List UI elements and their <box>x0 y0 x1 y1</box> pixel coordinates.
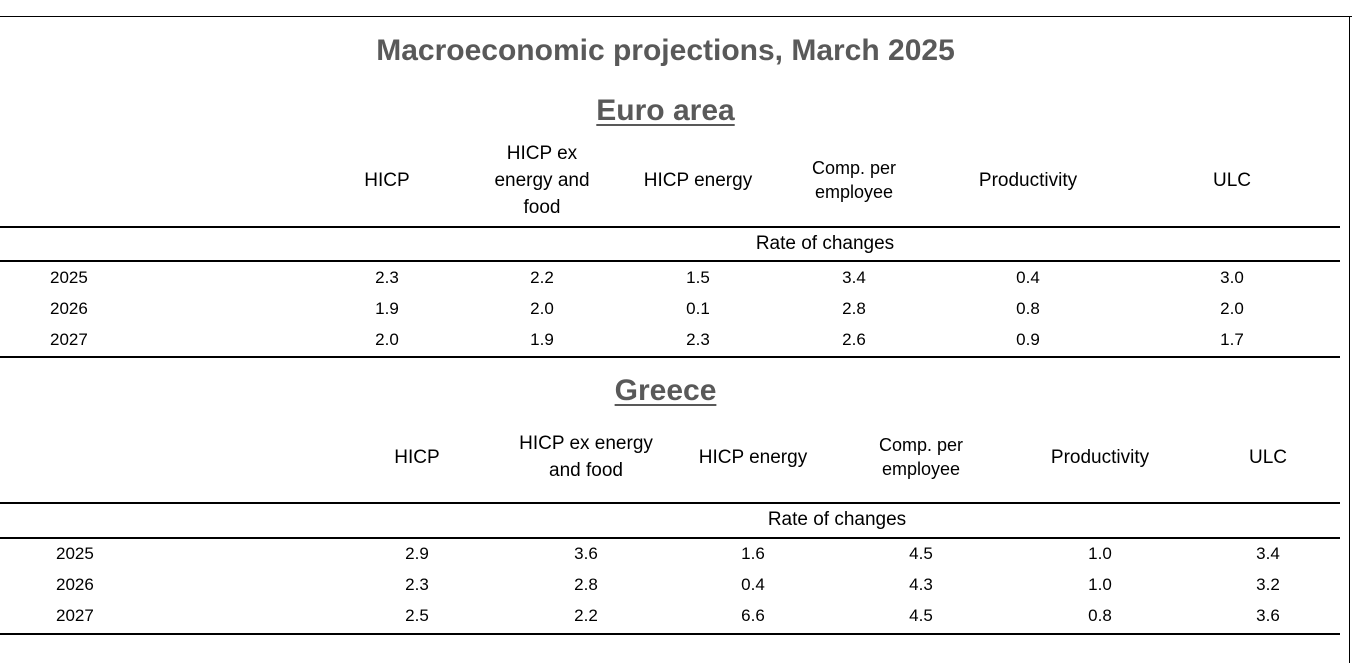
greece-heading: Greece <box>614 374 717 407</box>
column-header: Comp. per employee <box>811 158 897 202</box>
table-cell: 3.4 <box>842 268 866 287</box>
column-header: Productivity <box>1050 446 1150 468</box>
table-cell: 1.9 <box>530 330 554 349</box>
column-header: ULC <box>1248 446 1288 468</box>
table-cell: 2.0 <box>375 330 399 349</box>
table-cell: 2.8 <box>574 575 598 594</box>
table-cell: 1.9 <box>375 299 399 318</box>
table-cell: 3.6 <box>1256 606 1280 625</box>
table-cell: 2.0 <box>530 299 554 318</box>
table-cell: 3.0 <box>1220 268 1244 287</box>
table-cell: 0.4 <box>1016 268 1040 287</box>
header-rule <box>0 226 1340 228</box>
table-cell: 2.6 <box>842 330 866 349</box>
table-cell: 2.3 <box>686 330 710 349</box>
table-cell: 6.6 <box>741 606 765 625</box>
column-header: HICP ex energy and food <box>494 142 590 218</box>
table-cell: 2.3 <box>405 575 429 594</box>
column-header: HICP energy <box>698 446 808 468</box>
subheader-rule <box>0 537 1340 539</box>
row-year: 2025 <box>56 544 94 563</box>
table-cell: 1.6 <box>741 544 765 563</box>
table-cell: 2.8 <box>842 299 866 318</box>
table-cell: 3.2 <box>1256 575 1280 594</box>
table-cell: 0.8 <box>1016 299 1040 318</box>
table-cell: 0.4 <box>741 575 765 594</box>
bottom-rule <box>0 633 1340 635</box>
table-cell: 3.6 <box>574 544 598 563</box>
row-year: 2025 <box>50 268 88 287</box>
table-cell: 2.2 <box>530 268 554 287</box>
bottom-rule <box>0 356 1340 358</box>
table-cell: 2.3 <box>375 268 399 287</box>
table-cell: 1.0 <box>1088 544 1112 563</box>
frame-right-border <box>1349 16 1350 663</box>
table-cell: 1.0 <box>1088 575 1112 594</box>
table-cell: 4.5 <box>909 606 933 625</box>
subheader-rule <box>0 260 1340 262</box>
column-header: ULC <box>1212 169 1252 191</box>
row-year: 2026 <box>56 575 94 594</box>
euro-area-heading: Euro area <box>596 94 735 127</box>
frame-top-border <box>0 16 1352 17</box>
table-cell: 4.3 <box>909 575 933 594</box>
table-cell: 0.8 <box>1088 606 1112 625</box>
column-header: Productivity <box>978 169 1078 191</box>
table-cell: 4.5 <box>909 544 933 563</box>
column-header: Comp. per employee <box>878 435 964 479</box>
rate-of-changes-label: Rate of changes <box>767 509 907 530</box>
table-cell: 2.2 <box>574 606 598 625</box>
rate-of-changes-label: Rate of changes <box>755 233 895 254</box>
row-year: 2027 <box>56 606 94 625</box>
table-cell: 2.5 <box>405 606 429 625</box>
row-year: 2027 <box>50 330 88 349</box>
table-cell: 1.7 <box>1220 330 1244 349</box>
column-header: HICP <box>364 169 410 191</box>
table-cell: 2.9 <box>405 544 429 563</box>
table-cell: 0.9 <box>1016 330 1040 349</box>
table-cell: 1.5 <box>686 268 710 287</box>
table-cell: 0.1 <box>686 299 710 318</box>
page-title: Macroeconomic projections, March 2025 <box>376 34 955 67</box>
row-year: 2026 <box>50 299 88 318</box>
column-header: HICP ex energy and food <box>519 433 653 481</box>
column-header: HICP energy <box>643 169 753 191</box>
table-cell: 3.4 <box>1256 544 1280 563</box>
table-cell: 2.0 <box>1220 299 1244 318</box>
column-header: HICP <box>394 446 440 468</box>
header-rule <box>0 502 1340 504</box>
